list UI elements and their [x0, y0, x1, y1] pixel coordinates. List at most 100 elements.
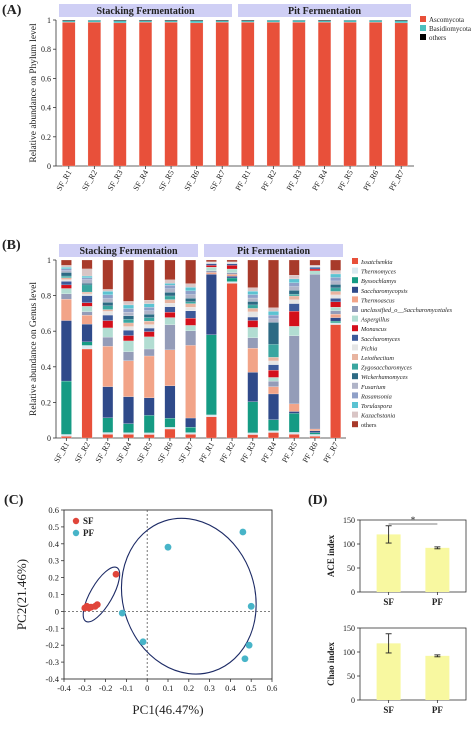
- bar-segment: [143, 303, 155, 308]
- legend-swatch: [352, 325, 358, 332]
- group-band: [204, 244, 343, 257]
- legend-item: Leiotheciium: [360, 355, 394, 362]
- y-tick-label: 0.6: [48, 505, 59, 515]
- bar-segment: [81, 291, 93, 294]
- bar-segment: [190, 19, 204, 21]
- bar-segment: [81, 259, 93, 269]
- bar-segment: [206, 270, 217, 273]
- x-tick-label: PF_R7: [321, 441, 340, 465]
- bar-segment: [288, 432, 300, 435]
- legend-swatch: [352, 411, 358, 418]
- bar-segment: [123, 330, 134, 336]
- panel-label-b: (B): [2, 238, 21, 253]
- bar-segment: [61, 279, 72, 282]
- y-tick-label: 0.4: [41, 363, 51, 372]
- panel-label-a: (A): [2, 3, 22, 18]
- bar-segment: [226, 272, 238, 275]
- bar-segment: [288, 290, 300, 295]
- bar-segment: [61, 380, 72, 435]
- bar-segment: [330, 310, 341, 315]
- sf-ellipse: [82, 566, 121, 623]
- bar-segment: [288, 278, 300, 283]
- bar-segment: [330, 270, 341, 275]
- bar-segment: [268, 311, 279, 316]
- bar-segment: [343, 20, 357, 23]
- bar-segment: [206, 267, 217, 271]
- legend-item: Ascomycota: [429, 16, 465, 24]
- bar-segment: [102, 432, 114, 435]
- bar-segment: [102, 259, 114, 290]
- bar-segment: [185, 294, 196, 299]
- bar-segment: [185, 303, 196, 308]
- bar-segment: [268, 381, 279, 387]
- bar-segment: [123, 351, 134, 361]
- bar-segment: [143, 327, 155, 332]
- bar-segment: [185, 310, 196, 319]
- x-tick-label: 0.5: [246, 683, 257, 693]
- bar-segment: [123, 322, 134, 327]
- bar-segment: [62, 22, 76, 167]
- bar-segment: [164, 428, 176, 439]
- legend-swatch: [352, 363, 358, 370]
- group-label: Stacking Fermentation: [96, 6, 194, 17]
- x-tick-label: 0.2: [183, 683, 194, 693]
- bar-segment: [102, 291, 114, 295]
- bar-segment: [247, 432, 259, 435]
- y-tick-label: 0: [55, 606, 59, 616]
- legend-item: others: [361, 422, 377, 429]
- bar-segment: [113, 22, 127, 167]
- x-tick-label: PF_R7: [387, 169, 406, 193]
- bar-segment: [62, 20, 76, 23]
- bar-segment: [206, 274, 217, 335]
- bar-segment: [143, 259, 155, 301]
- bar-segment: [266, 20, 280, 23]
- bar-segment: [61, 265, 72, 268]
- bar-segment: [288, 326, 300, 336]
- x-tick-label: PF_R1: [234, 169, 253, 193]
- y-tick-label: 0.2: [41, 133, 51, 142]
- bar-segment: [369, 22, 383, 167]
- bar-segment: [81, 268, 93, 277]
- x-tick-label: PF_R2: [259, 169, 278, 193]
- bar-segment: [247, 348, 259, 373]
- bar-segment: [123, 315, 134, 320]
- bar-segment: [330, 322, 341, 325]
- legend-item: PF: [83, 528, 94, 538]
- bar-segment: [143, 415, 155, 433]
- bar-segment: [185, 301, 196, 304]
- x-tick-label: SF_R6: [182, 169, 201, 193]
- bar-segment: [190, 22, 204, 167]
- x-tick-label: SF_R7: [176, 441, 195, 465]
- bar-segment: [268, 307, 279, 312]
- bar-segment: [309, 434, 321, 437]
- y-tick-label: 0.6: [41, 327, 51, 336]
- y-tick-label: 1: [47, 16, 51, 25]
- bar-segment: [247, 401, 259, 433]
- bar-segment: [247, 372, 259, 402]
- bar-segment: [102, 314, 114, 321]
- bar-segment: [268, 393, 279, 420]
- x-tick-label: PF_R4: [310, 169, 329, 193]
- panel-label-c: (C): [4, 493, 24, 508]
- bar-segment: [143, 324, 155, 329]
- bar-segment: [185, 287, 196, 291]
- bar-segment: [113, 19, 127, 21]
- legend-swatch: [352, 267, 358, 274]
- y-tick-label: 50: [347, 672, 355, 681]
- legend-item: Aspergillus: [360, 317, 390, 324]
- y-tick-label: 100: [343, 648, 355, 657]
- bar-segment: [102, 311, 114, 316]
- legend-swatch: [352, 392, 358, 399]
- bar-segment: [241, 22, 255, 167]
- bar-segment: [226, 263, 238, 266]
- y-tick-label: 0: [351, 696, 355, 705]
- x-tick-label: PF: [432, 597, 443, 607]
- bar-segment: [61, 281, 72, 286]
- x-tick-label: SF_R5: [157, 169, 176, 193]
- y-tick-label: 0.5: [48, 522, 59, 532]
- bar-segment: [268, 370, 279, 378]
- bar-segment: [309, 430, 321, 433]
- bar-segment: [185, 259, 196, 284]
- bar-segment: [139, 22, 152, 167]
- bar-segment: [330, 313, 341, 318]
